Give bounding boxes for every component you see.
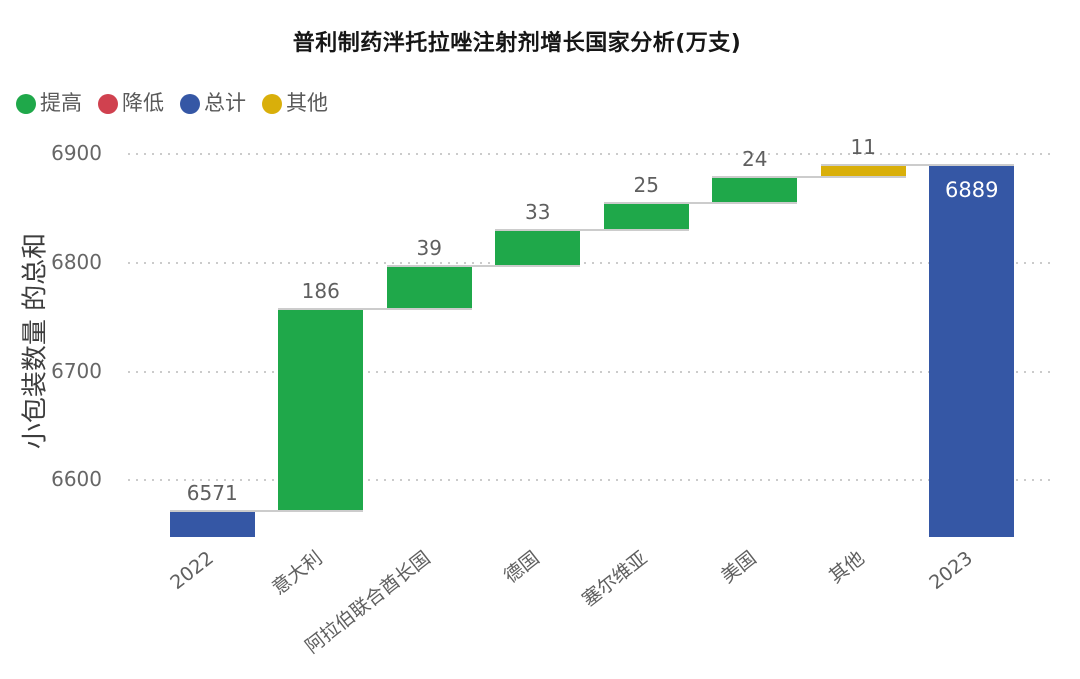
bar-value-label: 33	[525, 200, 551, 225]
y-tick-label-6800: 6800	[51, 249, 102, 274]
connector-line	[712, 176, 906, 179]
gridline-6700	[128, 370, 1050, 373]
x-axis-label-text: 塞尔维亚	[578, 547, 652, 612]
bar-value-label: 11	[850, 135, 876, 160]
legend-item-other[interactable]: 其他	[262, 93, 328, 114]
waterfall-bar-1[interactable]	[278, 309, 364, 512]
gridline-6900	[128, 153, 1050, 156]
gridline-6800	[128, 261, 1050, 264]
connector-line	[386, 265, 581, 268]
bar-value-label: 6889	[945, 178, 999, 203]
y-tick-label-6700: 6700	[51, 358, 102, 383]
connector-line	[820, 164, 1015, 167]
legend-item-decrease[interactable]: 降低	[98, 93, 164, 114]
legend-dot-increase	[16, 93, 36, 114]
gridline-6600	[128, 479, 1050, 482]
legend-label: 提高	[40, 91, 82, 115]
x-axis-label-text: 2022	[166, 547, 218, 595]
legend-dot-decrease	[98, 93, 118, 114]
connector-line	[278, 307, 472, 310]
legend-item-total[interactable]: 总计	[180, 93, 246, 114]
legend-dot-total	[180, 93, 200, 114]
legend-item-increase[interactable]: 提高	[16, 93, 82, 114]
waterfall-bar-7[interactable]	[929, 166, 1015, 537]
chart-title: 普利制药泮托拉唑注射剂增长国家分析(万支)	[292, 31, 742, 56]
x-axis-label-text: 美国	[716, 547, 761, 588]
waterfall-bar-3[interactable]	[495, 231, 581, 268]
waterfall-bar-6[interactable]	[820, 166, 906, 179]
bar-value-label: 39	[416, 236, 442, 261]
connector-line	[495, 229, 689, 232]
legend-label: 其他	[286, 91, 328, 115]
y-tick-label-6900: 6900	[51, 141, 102, 166]
legend-label: 降低	[122, 91, 164, 115]
bar-value-label: 25	[633, 173, 659, 198]
waterfall-bar-2[interactable]	[386, 267, 472, 310]
x-axis-label-text: 意大利	[267, 547, 327, 600]
bar-value-label: 6571	[186, 480, 238, 505]
connector-line	[603, 202, 798, 205]
connector-line	[169, 509, 364, 512]
y-tick-label-6600: 6600	[51, 467, 102, 492]
legend-dot-other	[262, 93, 282, 114]
waterfall-bar-0[interactable]	[169, 511, 255, 537]
x-axis-label-text: 德国	[499, 547, 544, 588]
legend-label: 总计	[204, 91, 246, 115]
x-axis-label-text: 2023	[925, 547, 978, 595]
bar-value-label: 24	[742, 147, 768, 172]
x-axis-label-text: 其他	[825, 547, 869, 588]
legend: 提高 降低 总计 其他	[16, 93, 328, 114]
bar-value-label: 186	[301, 278, 340, 303]
waterfall-bar-4[interactable]	[603, 204, 689, 232]
waterfall-bar-5[interactable]	[712, 178, 798, 205]
